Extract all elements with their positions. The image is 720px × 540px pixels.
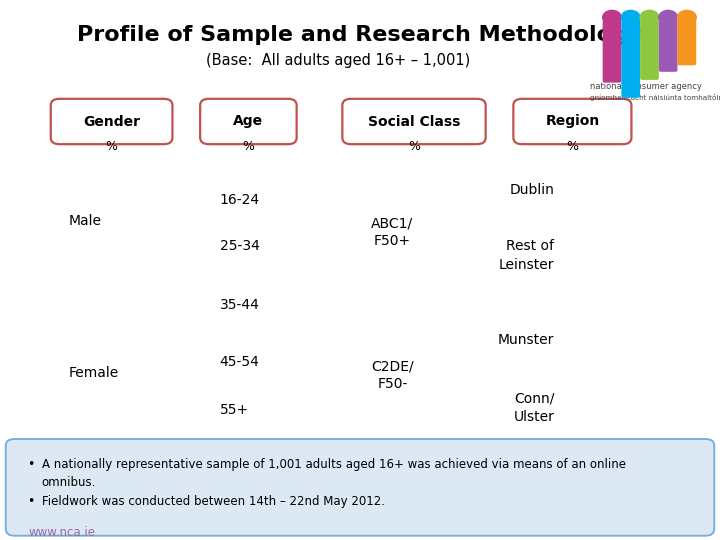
Text: Social Class: Social Class [368, 114, 460, 129]
Text: %: % [243, 140, 254, 153]
Text: Rest of
Leinster: Rest of Leinster [499, 239, 554, 272]
Text: Female: Female [68, 366, 119, 380]
Text: %: % [408, 140, 420, 153]
Ellipse shape [659, 10, 678, 24]
FancyBboxPatch shape [200, 99, 297, 144]
FancyBboxPatch shape [678, 20, 696, 65]
Ellipse shape [621, 10, 640, 24]
Text: Profile of Sample and Research Methodology: Profile of Sample and Research Methodolo… [77, 25, 643, 45]
Text: C2DE/
F50-: C2DE/ F50- [371, 359, 414, 392]
FancyBboxPatch shape [513, 99, 631, 144]
Text: 55+: 55+ [220, 403, 248, 417]
Text: www.nca.ie: www.nca.ie [29, 526, 96, 539]
Text: 45-54: 45-54 [220, 355, 259, 369]
FancyBboxPatch shape [343, 99, 485, 144]
Text: •: • [27, 458, 35, 471]
FancyBboxPatch shape [640, 20, 659, 80]
Text: gníomhaireacht náisiúnta tomhaltóirí: gníomhaireacht náisiúnta tomhaltóirí [590, 94, 720, 100]
Text: %: % [106, 140, 117, 153]
FancyBboxPatch shape [6, 439, 714, 536]
Text: Dublin: Dublin [510, 183, 554, 197]
FancyBboxPatch shape [659, 20, 678, 72]
Text: %: % [567, 140, 578, 153]
Ellipse shape [678, 10, 696, 24]
FancyBboxPatch shape [603, 20, 621, 83]
Text: ABC1/
F50+: ABC1/ F50+ [372, 216, 413, 248]
Text: •: • [27, 495, 35, 508]
FancyBboxPatch shape [50, 99, 173, 144]
Text: Male: Male [68, 214, 102, 228]
Text: Gender: Gender [83, 114, 140, 129]
Text: 35-44: 35-44 [220, 298, 259, 312]
Ellipse shape [640, 10, 659, 24]
Text: 16-24: 16-24 [220, 193, 260, 207]
FancyBboxPatch shape [621, 20, 640, 98]
Text: Conn/
Ulster: Conn/ Ulster [513, 392, 554, 424]
Text: national consumer agency: national consumer agency [590, 82, 702, 91]
Text: Age: Age [233, 114, 264, 129]
Text: Munster: Munster [498, 333, 554, 347]
Text: Region: Region [545, 114, 600, 129]
Text: (Base:  All adults aged 16+ – 1,001): (Base: All adults aged 16+ – 1,001) [206, 53, 471, 68]
Text: Fieldwork was conducted between 14th – 22nd May 2012.: Fieldwork was conducted between 14th – 2… [42, 495, 384, 508]
Ellipse shape [603, 10, 621, 24]
Text: A nationally representative sample of 1,001 adults aged 16+ was achieved via mea: A nationally representative sample of 1,… [42, 458, 626, 489]
Text: 25-34: 25-34 [220, 239, 259, 253]
